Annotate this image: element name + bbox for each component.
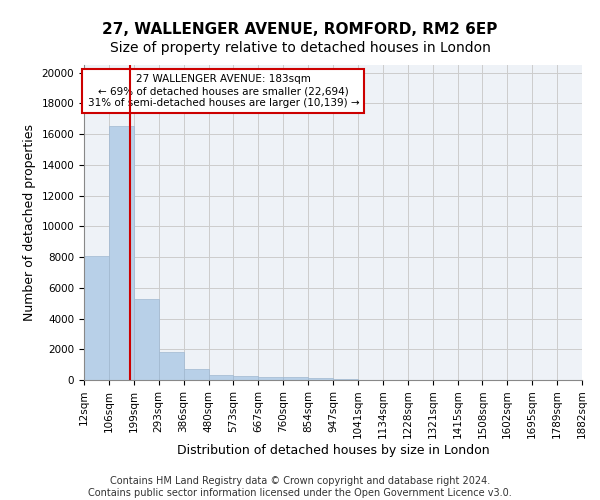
- X-axis label: Distribution of detached houses by size in London: Distribution of detached houses by size …: [176, 444, 490, 457]
- Bar: [333, 379, 358, 380]
- Bar: [109, 126, 134, 380]
- Bar: [233, 376, 259, 380]
- Bar: [209, 375, 233, 380]
- Bar: [259, 377, 283, 380]
- Text: Contains HM Land Registry data © Crown copyright and database right 2024.
Contai: Contains HM Land Registry data © Crown c…: [88, 476, 512, 498]
- Text: 27, WALLENGER AVENUE, ROMFORD, RM2 6EP: 27, WALLENGER AVENUE, ROMFORD, RM2 6EP: [103, 22, 497, 38]
- Bar: [283, 377, 308, 380]
- Text: 27 WALLENGER AVENUE: 183sqm
← 69% of detached houses are smaller (22,694)
31% of: 27 WALLENGER AVENUE: 183sqm ← 69% of det…: [88, 74, 359, 108]
- Bar: [159, 352, 184, 380]
- Bar: [308, 378, 333, 380]
- Text: Size of property relative to detached houses in London: Size of property relative to detached ho…: [110, 41, 490, 55]
- Bar: [184, 369, 209, 380]
- Bar: [134, 298, 159, 380]
- Y-axis label: Number of detached properties: Number of detached properties: [23, 124, 36, 321]
- Bar: [84, 256, 109, 380]
